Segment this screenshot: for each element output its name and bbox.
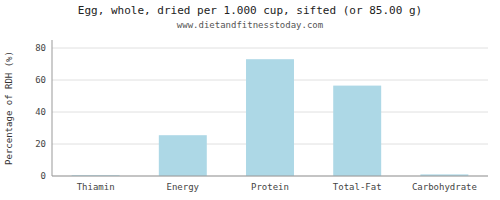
chart: Egg, whole, dried per 1.000 cup, sifted … <box>0 0 500 200</box>
y-tick-label: 0 <box>41 171 46 181</box>
grid-line <box>52 48 488 49</box>
y-axis-line <box>52 40 53 176</box>
chart-container: Egg, whole, dried per 1.000 cup, sifted … <box>0 0 500 200</box>
y-tick-label: 40 <box>35 107 46 117</box>
y-tick-label: 20 <box>35 139 46 149</box>
x-axis-line <box>52 176 488 177</box>
y-tick-label: 80 <box>35 43 46 53</box>
grid <box>52 48 488 176</box>
bar <box>159 135 207 176</box>
grid-line <box>52 176 488 177</box>
x-tick-label: Carbohydrate <box>412 182 477 192</box>
bar <box>333 86 381 176</box>
y-tick-label: 60 <box>35 75 46 85</box>
y-axis-label: Percentage of RDH (%) <box>4 51 14 165</box>
x-tick-label: Energy <box>167 182 200 192</box>
bars <box>72 59 469 176</box>
x-tick-label: Protein <box>251 182 289 192</box>
y-axis: 0 20 40 60 80 <box>35 43 46 181</box>
x-tick-label: Thiamin <box>77 182 115 192</box>
x-axis: Thiamin Energy Protein Total-Fat Carbohydrat… <box>77 182 477 192</box>
title: Egg, whole, dried per 1.000 cup, sifted … <box>78 4 422 17</box>
x-tick-label: Total-Fat <box>333 182 382 192</box>
bar <box>246 59 294 176</box>
subtitle: www.dietandfitnesstoday.com <box>177 20 323 30</box>
